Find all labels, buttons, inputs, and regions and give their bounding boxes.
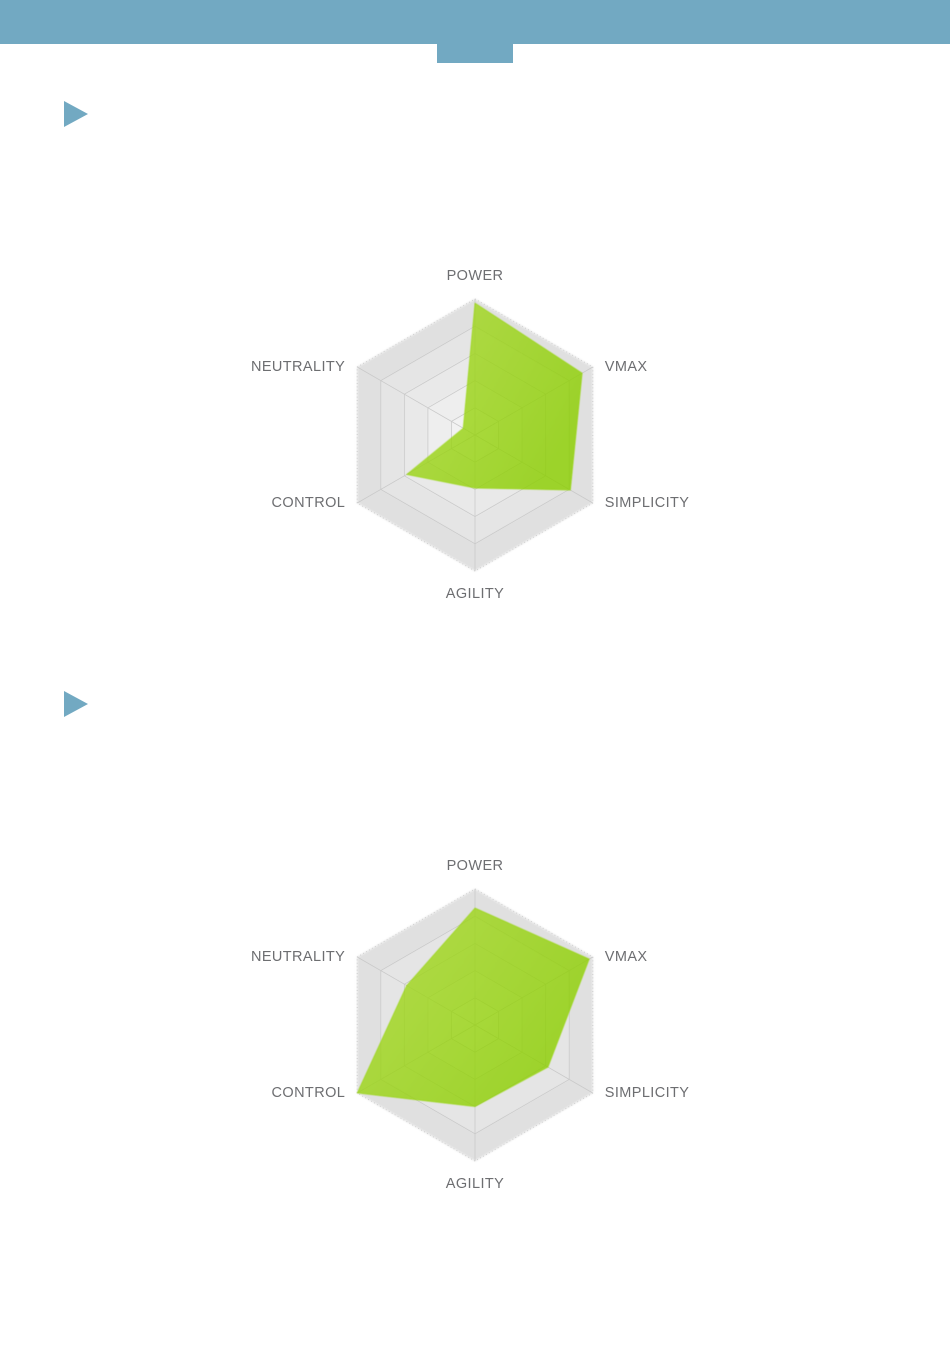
svg-text:SIMPLICITY: SIMPLICITY bbox=[605, 495, 690, 511]
svg-text:AGILITY: AGILITY bbox=[446, 586, 504, 602]
svg-text:AGILITY: AGILITY bbox=[446, 1176, 504, 1192]
svg-text:CONTROL: CONTROL bbox=[272, 495, 346, 511]
svg-text:POWER: POWER bbox=[447, 858, 504, 874]
svg-text:NEUTRALITY: NEUTRALITY bbox=[251, 359, 345, 375]
svg-text:VMAX: VMAX bbox=[605, 949, 648, 965]
svg-text:CONTROL: CONTROL bbox=[272, 1085, 346, 1101]
svg-text:SIMPLICITY: SIMPLICITY bbox=[605, 1085, 690, 1101]
svg-text:NEUTRALITY: NEUTRALITY bbox=[251, 949, 345, 965]
svg-text:VMAX: VMAX bbox=[605, 359, 648, 375]
svg-text:POWER: POWER bbox=[447, 268, 504, 284]
